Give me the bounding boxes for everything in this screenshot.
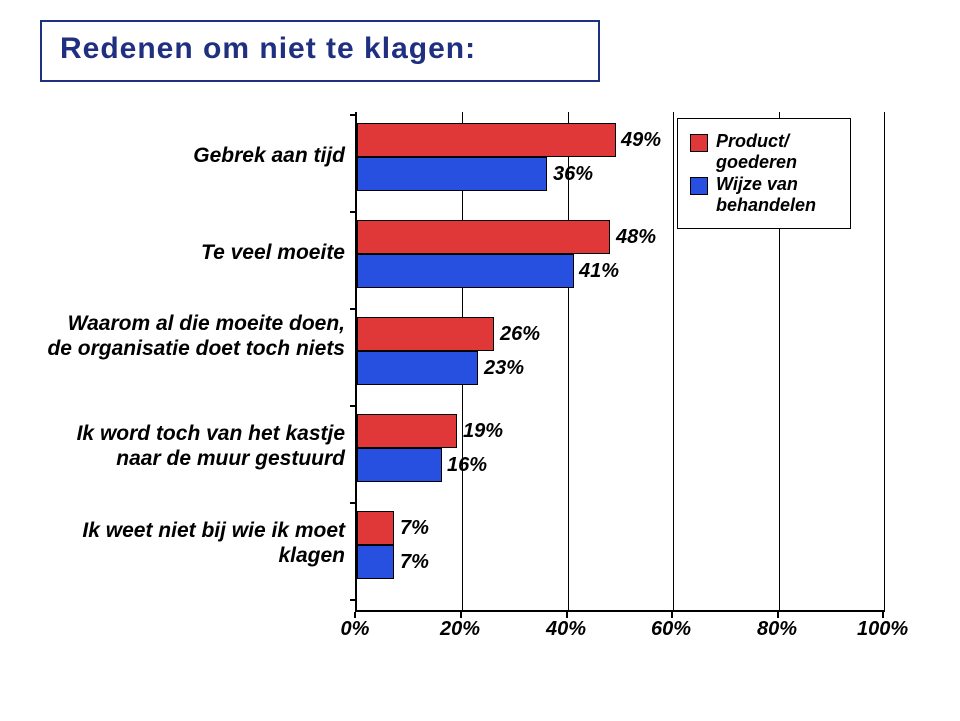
bar-group: 7% 7%: [357, 511, 885, 589]
bar-value-label: 36%: [553, 157, 593, 191]
bar-series-1: [357, 157, 547, 191]
bar-value-label: 23%: [484, 351, 524, 385]
bar-series-0: [357, 123, 616, 157]
legend-label: Product/ goederen: [716, 131, 836, 172]
legend: Product/ goederen Wijze van behandelen: [677, 118, 851, 229]
category-label: Gebrek aan tijd: [40, 143, 345, 168]
bar-series-1: [357, 351, 478, 385]
y-tick: [350, 405, 356, 407]
bar-series-0: [357, 220, 610, 254]
x-tick-label: 40%: [546, 618, 586, 640]
category-label: Waarom al die moeite doen, de organisati…: [40, 311, 345, 361]
x-tick-label: 80%: [757, 618, 797, 640]
bar-value-label: 16%: [447, 448, 487, 482]
y-tick: [350, 211, 356, 213]
legend-swatch: [690, 134, 708, 152]
bar-series-1: [357, 254, 574, 288]
y-tick: [350, 599, 356, 601]
x-tick-label: 0%: [335, 618, 375, 640]
category-label: Te veel moeite: [40, 240, 345, 265]
bar-value-label: 7%: [400, 511, 429, 545]
bar-series-1: [357, 545, 394, 579]
bar-series-0: [357, 317, 494, 351]
chart: Gebrek aan tijd Te veel moeite Waarom al…: [40, 112, 920, 642]
x-tick-label: 100%: [857, 618, 907, 640]
page-title: Redenen om niet te klagen:: [60, 32, 476, 65]
x-tick-label: 60%: [651, 618, 691, 640]
x-tick-label: 20%: [440, 618, 480, 640]
bar-series-0: [357, 414, 457, 448]
plot-area: 49% 36% 48% 41% 26% 23%: [355, 112, 885, 642]
bar-group: 26% 23%: [357, 317, 885, 395]
y-tick: [350, 502, 356, 504]
bar-value-label: 19%: [463, 414, 503, 448]
category-label: Ik weet niet bij wie ik moet klagen: [40, 518, 345, 568]
y-tick: [350, 308, 356, 310]
bar-group: 19% 16%: [357, 414, 885, 492]
legend-item: Product/ goederen: [690, 131, 836, 172]
legend-item: Wijze van behandelen: [690, 174, 836, 215]
bar-group: 48% 41%: [357, 220, 885, 298]
bar-series-1: [357, 448, 442, 482]
legend-label: Wijze van behandelen: [716, 174, 836, 215]
y-tick: [350, 114, 356, 116]
bar-value-label: 48%: [616, 220, 656, 254]
bar-value-label: 49%: [621, 123, 661, 157]
page: Redenen om niet te klagen: Gebrek aan ti…: [0, 0, 960, 721]
title-box: Redenen om niet te klagen:: [40, 20, 600, 82]
bar-value-label: 7%: [400, 545, 429, 579]
bar-value-label: 26%: [500, 317, 540, 351]
bar-series-0: [357, 511, 394, 545]
category-label: Ik word toch van het kastje naar de muur…: [40, 421, 345, 471]
legend-swatch: [690, 177, 708, 195]
bar-value-label: 41%: [579, 254, 619, 288]
